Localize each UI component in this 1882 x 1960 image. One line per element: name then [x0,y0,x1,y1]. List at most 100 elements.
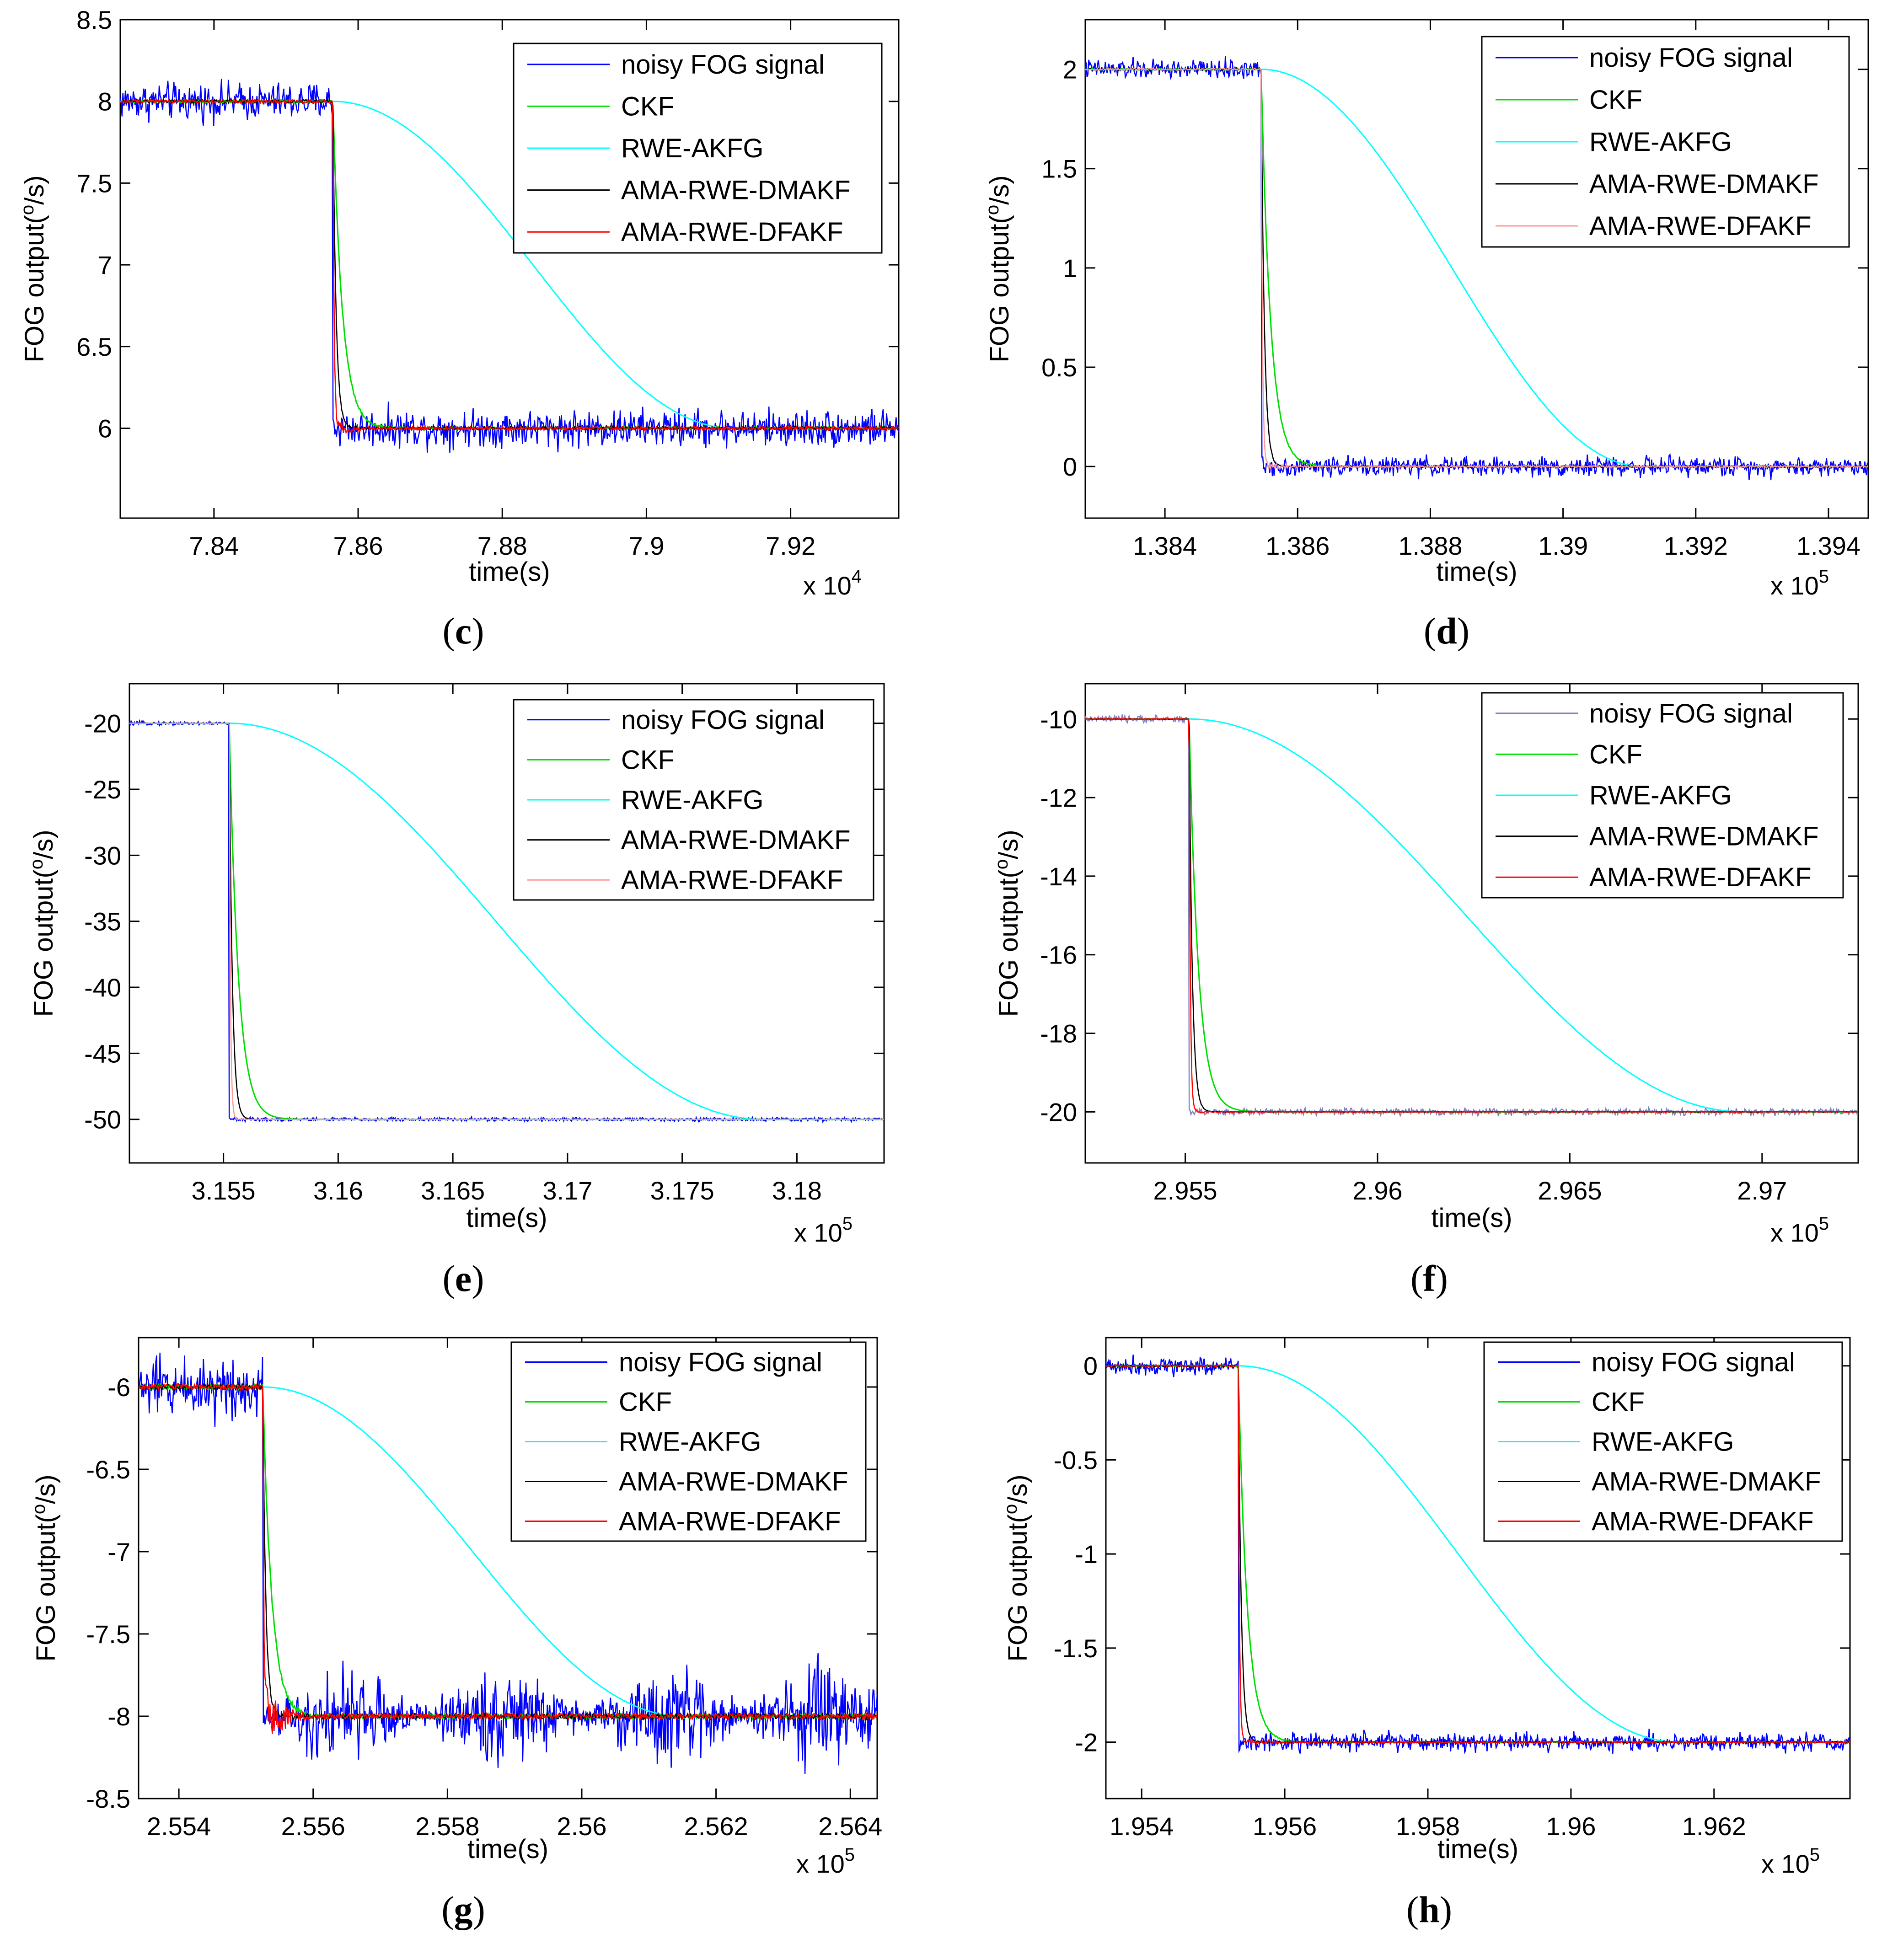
legend-entry: CKF [1592,1387,1645,1417]
series-ama-rwe-dfakf [1085,718,1858,1114]
legend-entry: RWE-AKFG [621,134,764,163]
x-axis-multiplier: x 105 [794,1214,853,1247]
y-tick-label: 6.5 [76,332,112,361]
legend-entry: noisy FOG signal [619,1348,822,1377]
y-axis-label: FOG output(o/s) [29,1474,61,1661]
x-tick-label: 3.155 [192,1176,256,1205]
x-tick-label: 1.386 [1265,531,1330,560]
x-tick-label: 7.92 [766,531,815,560]
legend-entry: AMA-RWE-DFAKF [1589,862,1812,892]
series-ama-rwe-dfakf [129,722,884,1120]
legend-entry: AMA-RWE-DMAKF [621,825,851,855]
y-tick-label: -6 [107,1373,130,1402]
legend-entry: AMA-RWE-DMAKF [1592,1467,1821,1497]
chart-panel-d: 1.384 1.386 1.388 1.39 1.392 1.394 0 0.5 1 1.5 2 ti… [982,19,1869,652]
legend-entry: noisy FOG signal [621,705,825,735]
chart-panel-c: 7.84 7.86 7.88 7.9 7.92 6 6.5 7 7.5 8 8.5 time(s) FO… [17,5,900,652]
x-axis-label: time(s) [1436,557,1517,587]
y-tick-label: -14 [1040,862,1077,891]
panel-label: (d) [1424,610,1469,652]
y-tick-label: 6 [98,414,112,443]
legend-entry: AMA-RWE-DFAKF [1589,211,1812,241]
legend-entry: RWE-AKFG [619,1427,761,1457]
x-tick-label: 2.96 [1353,1176,1403,1205]
y-axis-label: FOG output(o/s) [982,175,1014,362]
y-tick-label: -10 [1040,705,1077,734]
y-tick-label: 8.5 [76,5,112,34]
y-tick-label: 8 [98,87,112,116]
y-tick-label: -25 [84,775,121,804]
y-tick-label: -0.5 [1054,1446,1098,1474]
y-tick-label: -16 [1040,941,1077,969]
legend-entry: noisy FOG signal [1592,1348,1795,1377]
y-tick-label: -1.5 [1054,1634,1098,1663]
legend-entry: noisy FOG signal [1589,43,1793,73]
series-ama-rwe-dfakf [1085,67,1868,471]
x-tick-label: 1.956 [1253,1812,1317,1841]
x-tick-label: 2.56 [557,1812,607,1841]
x-axis-multiplier: x 105 [1770,567,1829,600]
legend-entry: CKF [1589,739,1642,769]
legend-entry: AMA-RWE-DFAKF [621,217,843,247]
x-axis-label: time(s) [467,1834,548,1864]
legend-entry: AMA-RWE-DMAKF [621,176,851,205]
legend-entry: AMA-RWE-DFAKF [1592,1507,1814,1537]
legend-entry: RWE-AKFG [1589,781,1732,810]
x-tick-label: 1.388 [1398,531,1462,560]
panel-label: (e) [442,1258,484,1299]
x-tick-label: 2.965 [1538,1176,1602,1205]
legend-entry: noisy FOG signal [1589,699,1793,728]
x-tick-label: 7.84 [189,531,239,560]
x-tick-label: 1.384 [1133,531,1197,560]
x-tick-label: 2.554 [147,1812,211,1841]
y-tick-label: 1.5 [1041,155,1077,183]
x-tick-label: 2.564 [818,1812,882,1841]
x-tick-label: 1.958 [1396,1812,1460,1841]
y-tick-label: 2 [1063,55,1077,84]
y-tick-label: -40 [84,973,121,1002]
y-tick-label: -45 [84,1039,121,1068]
x-axis-multiplier: x 105 [1761,1845,1820,1878]
legend-entry: AMA-RWE-DFAKF [621,865,843,895]
x-axis-label: time(s) [1437,1834,1518,1864]
y-tick-label: 1 [1063,254,1077,283]
x-axis-multiplier: x 105 [1770,1214,1829,1247]
x-tick-label: 2.97 [1737,1176,1787,1205]
x-tick-label: 7.9 [628,531,664,560]
legend-entry: RWE-AKFG [621,785,764,815]
legend-entry: CKF [619,1387,672,1417]
y-tick-label: 7.5 [76,169,112,198]
panel-label: (h) [1406,1889,1452,1930]
y-tick-label: -7.5 [86,1620,131,1649]
y-tick-label: -7 [107,1537,130,1566]
series-noisy-fog-signal [120,79,899,453]
legend-entry: AMA-RWE-DMAKF [619,1467,848,1497]
y-tick-label: 0.5 [1041,353,1077,382]
y-tick-label: -35 [84,907,121,936]
y-tick-label: -1 [1075,1540,1098,1569]
x-tick-label: 1.962 [1682,1812,1746,1841]
x-tick-label: 3.165 [421,1176,485,1205]
panel-label: (g) [441,1889,485,1930]
series-ama-rwe-dfakf [139,1382,877,1734]
x-tick-label: 3.16 [313,1176,363,1205]
chart-panel-h: 1.954 1.956 1.958 1.96 1.962 -2 -1.5 -1 -0.5 0 tim… [1001,1337,1851,1930]
y-tick-label: -8.5 [86,1784,131,1813]
y-tick-label: -8 [107,1702,130,1731]
legend-entry: CKF [621,91,674,121]
legend-entry: CKF [1589,85,1642,115]
y-tick-label: 0 [1063,452,1077,481]
legend-entry: AMA-RWE-DFAKF [619,1507,841,1537]
x-tick-label: 1.954 [1110,1812,1174,1841]
x-tick-label: 3.17 [542,1176,592,1205]
chart-panel-e: 3.155 3.16 3.165 3.17 3.175 3.18 -50 -45 -40 -35 -… [27,683,885,1299]
y-tick-label: -6.5 [86,1455,131,1484]
legend-entry: RWE-AKFG [1592,1427,1734,1457]
x-axis-multiplier: x 105 [796,1845,855,1878]
y-tick-label: -20 [1040,1098,1077,1126]
x-axis-label: time(s) [466,1203,547,1233]
x-tick-label: 1.39 [1538,531,1588,560]
x-tick-label: 2.558 [415,1812,479,1841]
series-ama-rwe-dfakf [1106,1364,1850,1746]
